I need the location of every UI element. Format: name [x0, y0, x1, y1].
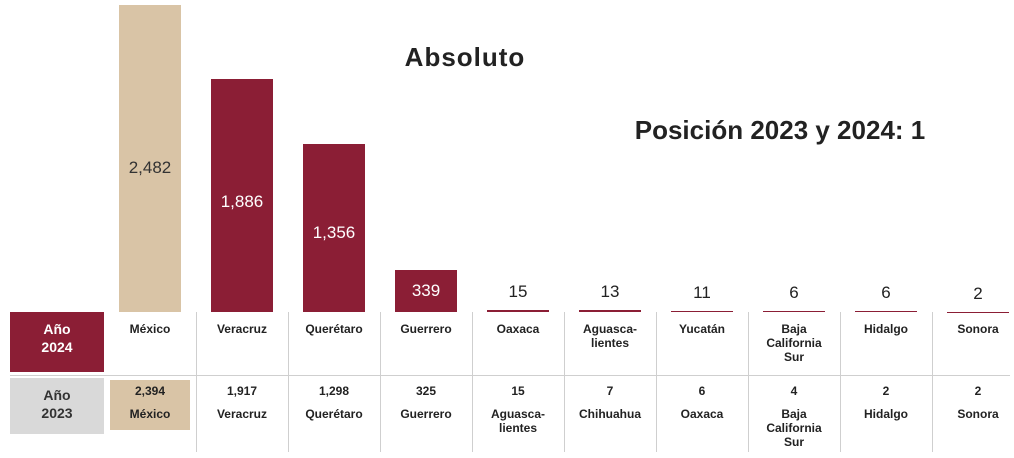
- comparison-category: Aguasca- lientes: [490, 407, 546, 435]
- category-label: Guerrero: [400, 322, 452, 336]
- comparison-category: Guerrero: [400, 407, 452, 421]
- value-label: 2: [973, 283, 983, 303]
- comparison-value: 2: [974, 384, 982, 398]
- bar: [855, 311, 917, 312]
- category-label: Querétaro: [305, 322, 363, 336]
- comparison-category: Sonora: [957, 407, 999, 421]
- separator: [472, 312, 473, 452]
- separator: [932, 312, 933, 452]
- chart-subtitle: Posición 2023 y 2024: 1: [634, 115, 926, 145]
- separator: [196, 312, 197, 452]
- value-label: 2,482: [128, 157, 172, 177]
- highlight-cell: [110, 380, 190, 430]
- comparison-value: 1,917: [226, 384, 258, 398]
- separator: [748, 312, 749, 452]
- bar: [763, 311, 825, 312]
- category-label: Hidalgo: [864, 322, 908, 336]
- value-label: 11: [693, 282, 711, 302]
- bar: [579, 310, 641, 312]
- bar: [211, 78, 273, 312]
- comparison-value: 1,298: [318, 384, 350, 398]
- bar: [119, 5, 181, 312]
- category-label: Oaxaca: [496, 322, 540, 336]
- value-label: 1,886: [220, 192, 264, 212]
- separator: [840, 312, 841, 452]
- separator: [288, 312, 289, 452]
- category-label: Sonora: [957, 322, 999, 336]
- category-label: Baja California Sur: [766, 322, 822, 364]
- value-label: 13: [600, 282, 620, 302]
- bar: [487, 310, 549, 312]
- bar: [395, 270, 457, 312]
- comparison-value: 2,394: [134, 384, 166, 398]
- comparison-category: Chihuahua: [579, 407, 641, 421]
- separator: [564, 312, 565, 452]
- comparison-category: Querétaro: [305, 407, 363, 421]
- bar: [671, 310, 733, 312]
- comparison-category: Hidalgo: [864, 407, 908, 421]
- chart-title: Absoluto: [404, 42, 526, 72]
- comparison-value: 6: [698, 384, 706, 398]
- category-label: Veracruz: [216, 322, 268, 336]
- comparison-value: 4: [790, 384, 798, 398]
- separator: [656, 312, 657, 452]
- comparison-category: Oaxaca: [680, 407, 724, 421]
- comparison-category: Veracruz: [216, 407, 268, 421]
- comparison-value: 325: [415, 384, 437, 398]
- comparison-value: 2: [882, 384, 890, 398]
- row-label: Año 2024: [10, 312, 104, 372]
- separator: [10, 375, 1010, 376]
- value-label: 339: [411, 281, 441, 301]
- separator: [380, 312, 381, 452]
- value-label: 6: [789, 283, 799, 303]
- row-label: Año 2023: [10, 378, 104, 434]
- category-label: Aguasca- lientes: [582, 322, 638, 350]
- category-label: Yucatán: [678, 322, 726, 336]
- comparison-category: Baja California Sur: [766, 407, 822, 449]
- bar: [303, 144, 365, 312]
- category-label: México: [129, 322, 171, 336]
- value-label: 1,356: [312, 223, 356, 243]
- comparison-category: México: [129, 407, 171, 421]
- value-label: 15: [508, 282, 528, 302]
- comparison-value: 15: [511, 384, 525, 398]
- value-label: 6: [881, 283, 891, 303]
- comparison-value: 7: [606, 384, 614, 398]
